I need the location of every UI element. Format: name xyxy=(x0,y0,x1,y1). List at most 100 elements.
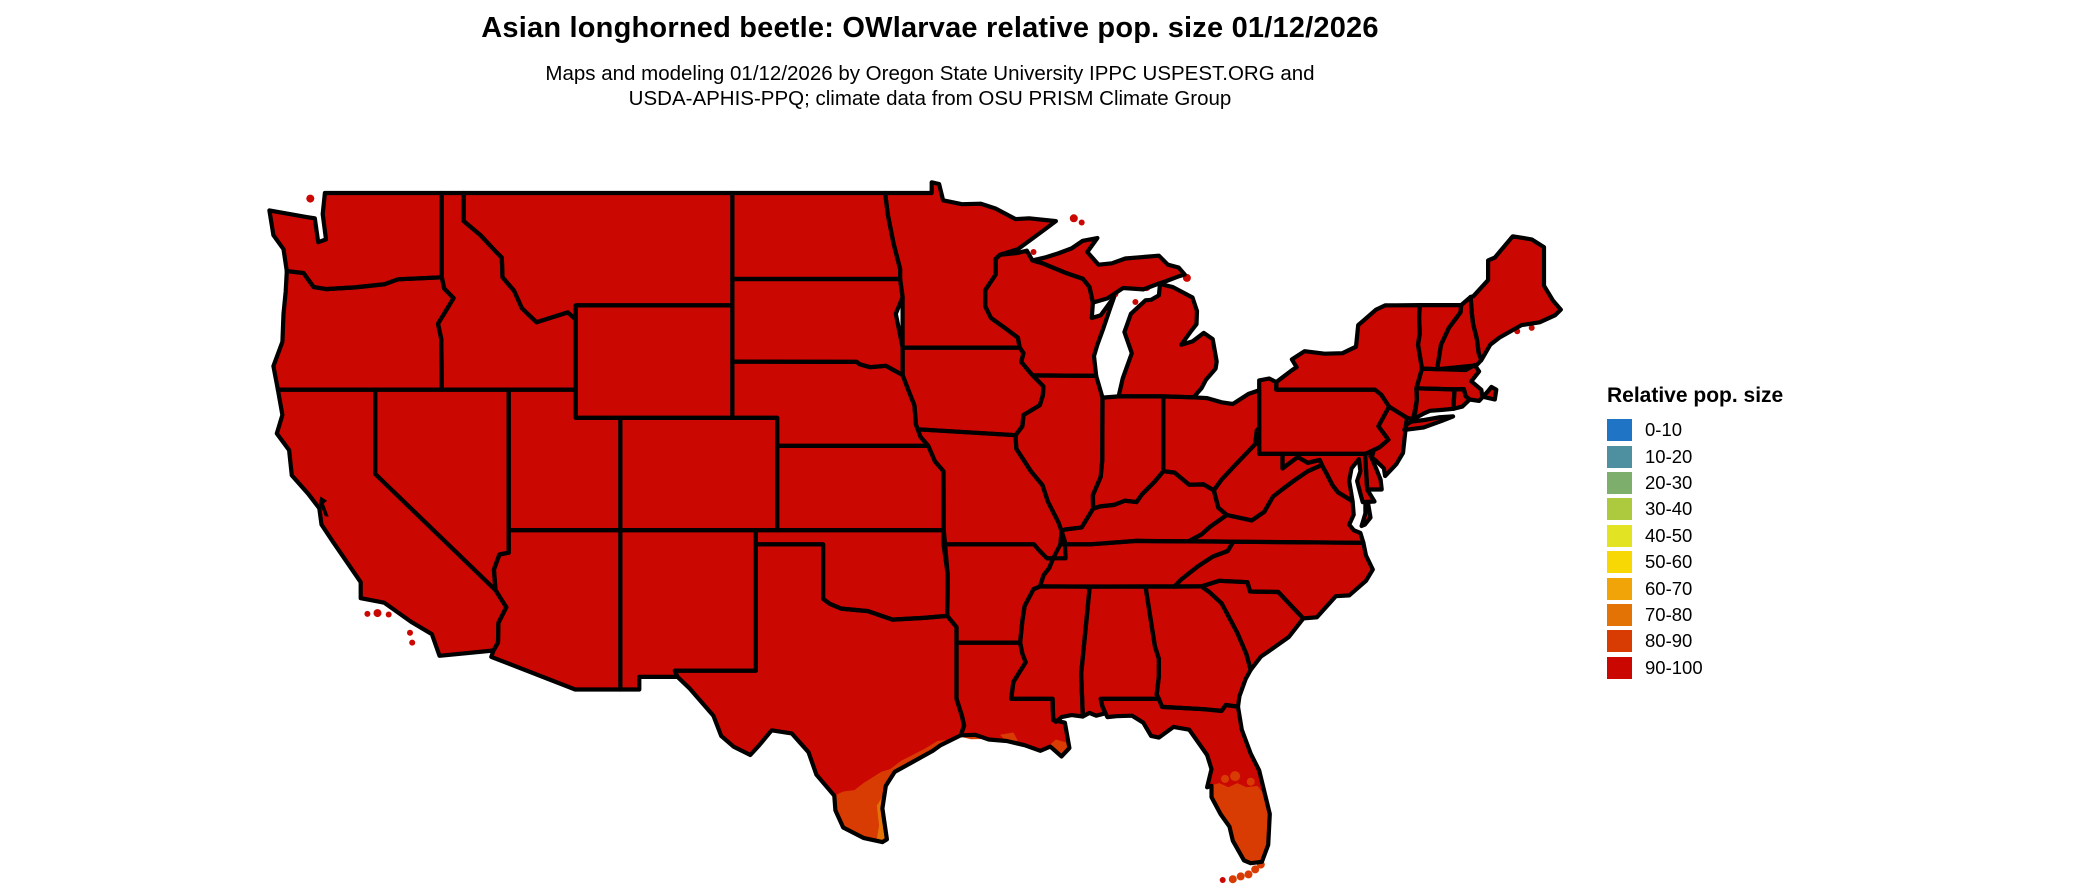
state-fill-ms xyxy=(1011,586,1090,722)
state-fill-me xyxy=(1470,236,1561,361)
map-patch-80-90 xyxy=(834,735,961,843)
header: Asian longhorned beetle: OWlarvae relati… xyxy=(230,12,1630,111)
legend-item-label: 0-10 xyxy=(1645,419,1683,441)
island-dot xyxy=(1030,249,1037,255)
state-fill-wa xyxy=(269,193,442,290)
legend-swatch xyxy=(1607,524,1632,547)
legend-swatch xyxy=(1607,630,1632,653)
island-dot xyxy=(1132,299,1139,305)
legend: Relative pop. size 0-10 10-20 20-30 30-40 40… xyxy=(1607,384,1783,681)
state-fill-ok xyxy=(755,530,948,620)
state-fill-al xyxy=(1081,586,1159,717)
legend-item: 30-40 xyxy=(1607,496,1783,522)
legend-swatch xyxy=(1607,419,1632,442)
state-border-ma xyxy=(1414,362,1499,403)
state-fill-nv xyxy=(375,389,509,591)
state-border-nc xyxy=(1172,539,1375,621)
state-fill-ca xyxy=(276,389,507,656)
state-border-tx xyxy=(672,542,967,845)
state-fill-mo xyxy=(917,429,1066,559)
state-fill-sc xyxy=(1201,580,1304,670)
island-dot xyxy=(1219,877,1226,883)
state-fill-nc xyxy=(1174,541,1373,619)
state-fill-in xyxy=(1092,396,1164,509)
legend-item-label: 90-100 xyxy=(1645,656,1703,678)
legend-item: 10-20 xyxy=(1607,443,1783,469)
state-border-li xyxy=(1402,414,1456,432)
legend-item: 60-70 xyxy=(1607,575,1783,601)
legend-item: 40-50 xyxy=(1607,523,1783,549)
state-fill-ny xyxy=(1276,305,1422,420)
state-fill-ks xyxy=(777,445,944,531)
state-fill-id xyxy=(438,193,576,390)
state-fill-ut xyxy=(508,389,621,531)
state-border-miu xyxy=(1030,235,1187,305)
legend-swatch xyxy=(1607,498,1632,521)
island-dot xyxy=(364,610,371,617)
island-dot xyxy=(1078,219,1085,226)
state-fill-nd xyxy=(732,193,901,279)
island-dot xyxy=(1244,870,1253,879)
state-fill-pa xyxy=(1259,378,1390,454)
state-fill-nm xyxy=(620,530,756,690)
legend-item-label: 80-90 xyxy=(1645,630,1693,652)
state-fill-sd xyxy=(732,279,903,376)
legend-item: 20-30 xyxy=(1607,470,1783,496)
state-fill-tx xyxy=(674,544,965,843)
legend-items: 0-10 10-20 20-30 30-40 40-50 50-60 60-70 70-80 8… xyxy=(1607,417,1783,681)
legend-item: 70-80 xyxy=(1607,602,1783,628)
state-border-md xyxy=(1280,451,1377,505)
island-dot xyxy=(373,609,382,618)
island-dot xyxy=(1236,872,1245,881)
state-fill-mt xyxy=(463,193,733,323)
state-fill-ne xyxy=(732,361,929,446)
map-subtitle-line1: Maps and modeling 01/12/2026 by Oregon S… xyxy=(545,62,1315,85)
legend-item-label: 30-40 xyxy=(1645,498,1693,520)
state-fill-wy xyxy=(575,305,733,418)
legend-swatch xyxy=(1607,656,1632,679)
island-dot xyxy=(306,194,315,203)
state-fill-ga xyxy=(1145,586,1251,711)
legend-swatch xyxy=(1607,577,1632,600)
state-fill-vt xyxy=(1418,305,1462,370)
state-border-vs xyxy=(1359,500,1373,529)
state-fill-wi xyxy=(985,250,1115,376)
legend-item-label: 10-20 xyxy=(1645,445,1693,467)
bay-detail xyxy=(318,496,329,517)
state-border-me xyxy=(1468,234,1563,363)
legend-item-label: 50-60 xyxy=(1645,551,1693,573)
legend-item-label: 20-30 xyxy=(1645,471,1693,493)
legend-item: 80-90 xyxy=(1607,628,1783,654)
island-dot xyxy=(1228,875,1237,884)
state-fill-ri xyxy=(1453,389,1470,409)
state-border-az xyxy=(489,528,623,692)
state-fill-ar xyxy=(943,544,1054,643)
legend-item-label: 40-50 xyxy=(1645,524,1693,546)
state-border-mi xyxy=(1116,281,1219,400)
island-dot xyxy=(1251,865,1260,874)
island-dot xyxy=(1528,324,1535,331)
island-dot xyxy=(1246,777,1255,786)
state-fill-oh xyxy=(1163,390,1260,491)
island-dot xyxy=(1221,774,1229,783)
legend-item-label: 60-70 xyxy=(1645,577,1693,599)
legend-swatch xyxy=(1607,551,1632,574)
legend-swatch xyxy=(1607,603,1632,626)
island-dot xyxy=(1069,214,1078,223)
island-dot xyxy=(385,611,392,618)
state-fill-co xyxy=(620,417,778,531)
state-fill-de xyxy=(1365,451,1382,490)
state-fill-mi xyxy=(1118,284,1217,398)
state-fill-il xyxy=(1015,375,1103,531)
legend-swatch xyxy=(1607,445,1632,468)
state-fill-or xyxy=(273,271,454,390)
legend-item-label: 70-80 xyxy=(1645,603,1693,625)
state-fill-ky xyxy=(1060,471,1227,545)
state-fill-wv xyxy=(1213,427,1322,521)
map-title: Asian longhorned beetle: OWlarvae relati… xyxy=(481,12,1379,44)
map-subtitle-line2: USDA-APHIS-PPQ; climate data from OSU PR… xyxy=(628,87,1232,110)
state-fill-az xyxy=(491,530,621,690)
island-dot xyxy=(409,639,416,646)
map-patch-80-90 xyxy=(1209,783,1270,864)
